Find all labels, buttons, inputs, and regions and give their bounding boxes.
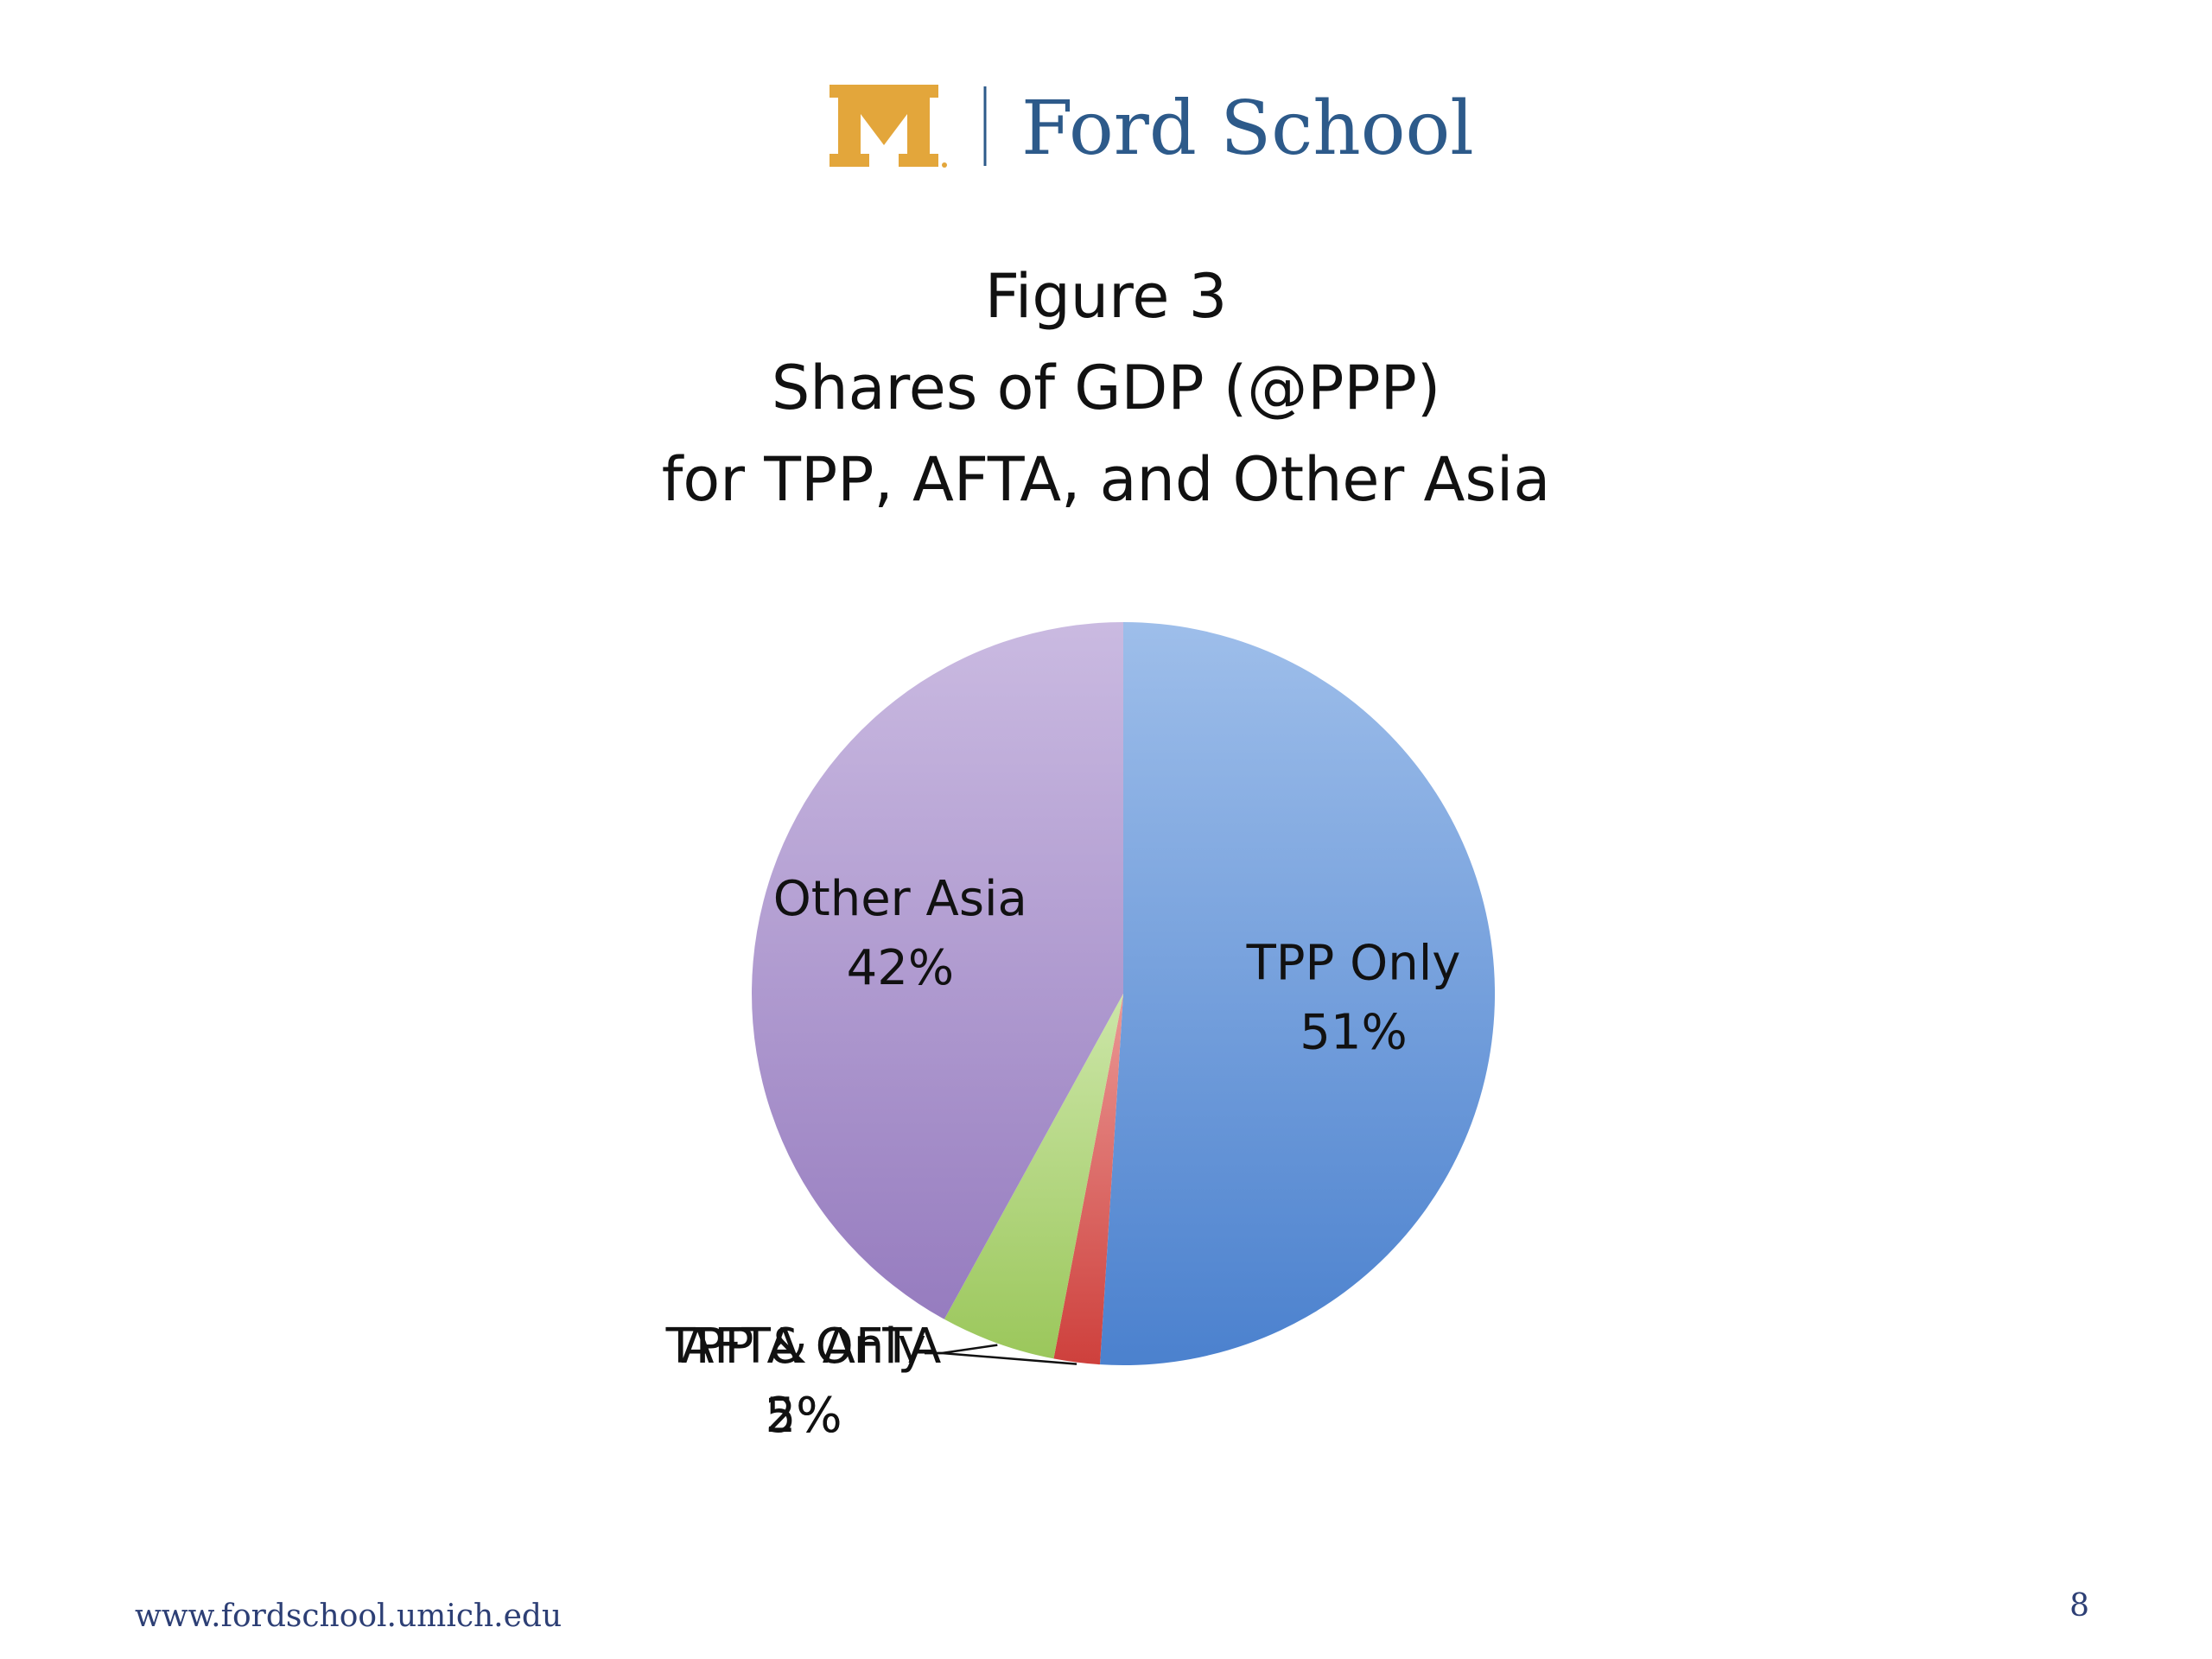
slice-value-label-other-asia: 42% — [847, 940, 954, 996]
slice-value-label-tpp-and-afta: 2% — [766, 1388, 842, 1444]
pie-slice-other-asia — [752, 622, 1123, 1319]
page-number: 8 — [2069, 1588, 2089, 1624]
pie-slice-tpp-and-afta — [1053, 994, 1123, 1365]
slice-labels: TPP Only 51% TPP & AFTA 2% AFTA Only 5% Other … — [665, 871, 1461, 1444]
logo-wordmark: Ford School — [1021, 86, 1474, 172]
slice-value-label-tpp-only: 51% — [1300, 1005, 1407, 1061]
chart-title: Figure 3 Shares of GDP (@PPP) for TPP, A… — [0, 251, 2212, 525]
chart-title-line-1: Figure 3 — [984, 261, 1228, 332]
slice-name-label-tpp-only: TPP Only — [1246, 936, 1461, 992]
slice-value-label-afta-only: 5% — [766, 1388, 842, 1444]
slice-name-label-other-asia: Other Asia — [773, 871, 1027, 927]
michigan-block-m-logo — [830, 85, 947, 168]
chart-title-line-3: for TPP, AFTA, and Other Asia — [661, 444, 1551, 515]
footer-url: www.fordschool.umich.edu — [135, 1599, 563, 1634]
slice-name-label-tpp-and-afta: TPP & AFTA — [665, 1319, 942, 1375]
pie-slices — [752, 621, 1496, 1365]
pie-slice-afta-only — [944, 994, 1123, 1359]
leader-lines — [925, 1344, 1077, 1365]
chart-title-line-2: Shares of GDP (@PPP) — [771, 353, 1441, 423]
pie-slice-tpp-only — [1100, 621, 1496, 1365]
slice-name-label-afta-only: AFTA Only — [681, 1319, 926, 1375]
ford-school-logo: Ford School — [830, 85, 1474, 172]
leader-line-afta-only — [925, 1344, 998, 1355]
